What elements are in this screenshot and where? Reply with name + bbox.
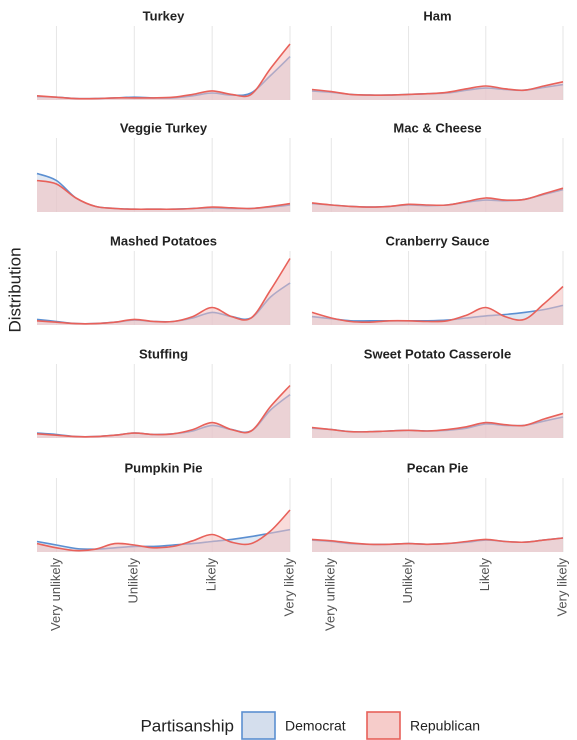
- density-line: [36, 56, 291, 100]
- x-tick-label: Unlikely: [400, 558, 415, 604]
- density-line: [36, 179, 291, 211]
- panel-title: Mashed Potatoes: [110, 233, 217, 248]
- density-area: [37, 385, 290, 438]
- density-line: [36, 384, 291, 438]
- x-tick-label: Unlikely: [126, 558, 141, 604]
- x-tick-label: Very unlikely: [323, 558, 338, 631]
- legend-swatch: [366, 711, 401, 740]
- x-tick-label: Likely: [477, 558, 492, 592]
- panel-title: Mac & Cheese: [393, 120, 481, 135]
- x-tick-label: Very likely: [281, 558, 296, 617]
- density-area: [312, 188, 563, 212]
- panel-title: Pumpkin Pie: [124, 460, 202, 475]
- panel-title: Pecan Pie: [407, 460, 468, 475]
- legend-title: Partisanship: [140, 716, 234, 735]
- panel-title: Turkey: [143, 8, 185, 23]
- density-line: [311, 285, 564, 324]
- x-tick-label: Very likely: [554, 558, 569, 617]
- density-line: [36, 258, 291, 325]
- density-area: [37, 510, 290, 552]
- panel-title: Cranberry Sauce: [385, 233, 489, 248]
- y-axis-label: Distribution: [5, 247, 24, 332]
- x-tick-label: Very unlikely: [48, 558, 63, 631]
- panel-title: Ham: [423, 8, 451, 23]
- density-line: [36, 509, 291, 552]
- density-area: [37, 180, 290, 212]
- density-area: [37, 44, 290, 100]
- legend-label: Democrat: [285, 718, 346, 734]
- density-line: [311, 537, 564, 546]
- density-area: [312, 286, 563, 325]
- density-line: [311, 187, 564, 208]
- panel-title: Sweet Potato Casserole: [364, 346, 511, 361]
- density-line: [311, 81, 564, 96]
- density-area: [37, 258, 290, 325]
- density-line: [36, 43, 291, 100]
- density-line: [36, 528, 291, 551]
- density-line: [311, 412, 564, 433]
- panel-title: Veggie Turkey: [120, 120, 208, 135]
- legend-swatch: [241, 711, 276, 740]
- x-tick-label: Likely: [204, 558, 219, 592]
- legend-label: Republican: [410, 718, 480, 734]
- density-area: [312, 538, 563, 552]
- panel-title: Stuffing: [139, 346, 188, 361]
